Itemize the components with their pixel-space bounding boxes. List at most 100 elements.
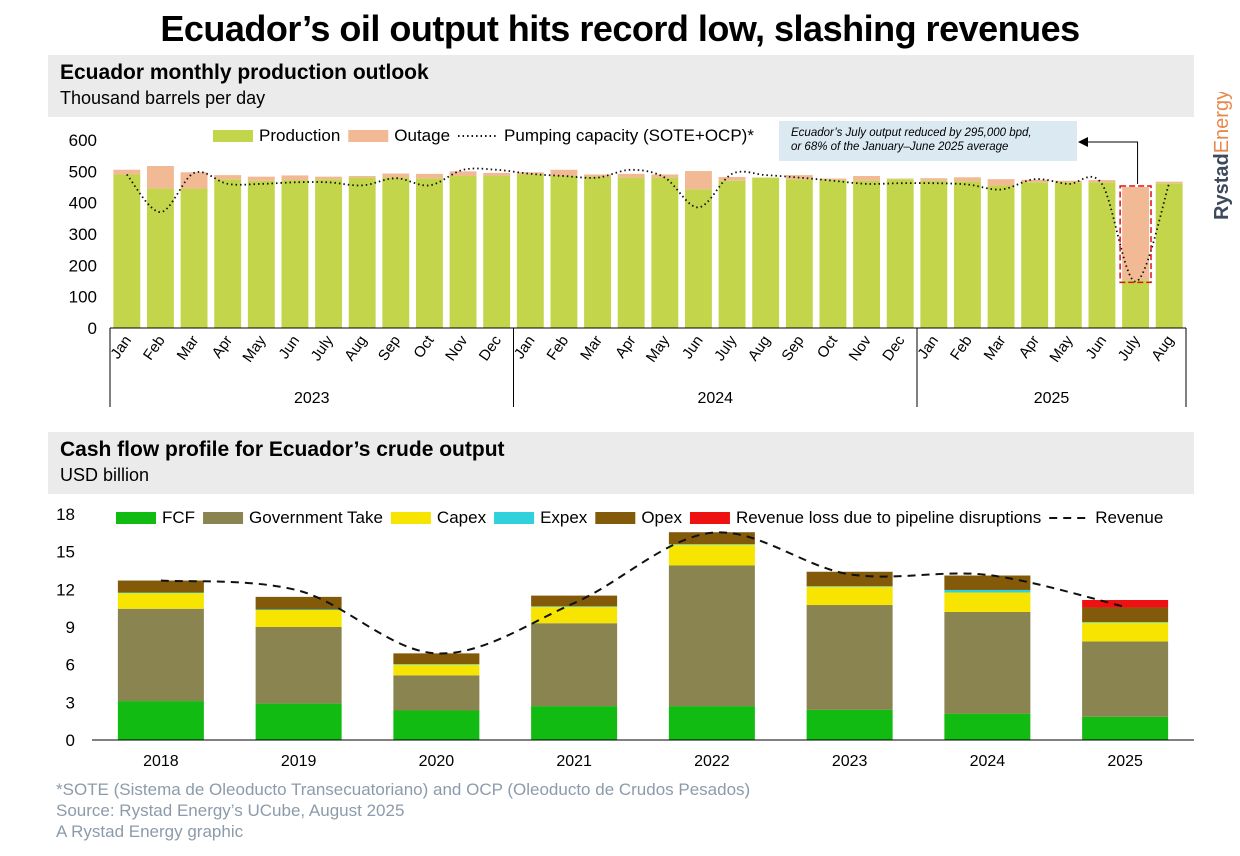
y-tick-label: 15	[56, 543, 75, 562]
bar-production	[1054, 182, 1082, 328]
bar-production	[180, 188, 208, 328]
x-tick-label: Feb	[543, 333, 572, 364]
x-tick-label: July	[308, 332, 338, 364]
legend-swatch-expex	[494, 512, 535, 524]
year-label: 2025	[1034, 390, 1070, 407]
y-tick-label: 9	[66, 618, 75, 637]
x-tick-label: Nov	[846, 332, 876, 364]
x-tick-label: Mar	[174, 333, 203, 364]
bar-production	[214, 179, 242, 328]
x-tick-label: Apr	[209, 333, 236, 362]
bar-outage	[886, 178, 914, 180]
x-tick-label: 2020	[419, 753, 455, 770]
bar-fcf	[668, 706, 755, 740]
legend-swatch-opex	[595, 512, 636, 524]
bar-production	[382, 177, 410, 328]
bar-outage	[449, 171, 477, 177]
cashflow-chart-subtitle: USD billion	[60, 465, 150, 485]
legend-label-outage: Outage	[394, 126, 450, 145]
bar-production	[1088, 182, 1116, 328]
legend-label-capex: Capex	[437, 508, 487, 527]
bar-capex	[117, 593, 204, 609]
revenue-line	[160, 531, 1126, 655]
footnotes: *SOTE (Sistema de Oleoducto Transecuator…	[56, 779, 750, 842]
bar-production	[987, 185, 1015, 328]
y-tick-label: 3	[66, 693, 75, 712]
x-tick-label: Oct	[814, 332, 842, 362]
x-tick-label: Jan	[107, 333, 135, 363]
legend-swatch-production	[213, 130, 253, 142]
legend-label-government-take: Government Take	[249, 508, 383, 527]
bar-capex	[531, 606, 618, 624]
x-tick-label: 2021	[556, 753, 592, 770]
bar-production	[348, 177, 376, 328]
bar-production	[752, 177, 780, 328]
annotation-text: or 68% of the January–June 2025 average	[791, 141, 1008, 153]
legend-label-fcf: FCF	[162, 508, 195, 527]
bar-outage	[651, 174, 679, 178]
bar-outage	[348, 176, 376, 178]
x-tick-label: May	[643, 332, 673, 365]
main-title: Ecuador’s oil output hits record low, sl…	[160, 8, 1080, 49]
legend-swatch-revenue-loss-due-to-pipeline-disruptions	[689, 512, 730, 524]
x-tick-label: Jan	[511, 333, 539, 363]
x-tick-label: Jun	[275, 333, 303, 363]
bar-expex	[944, 589, 1031, 593]
bar-production	[953, 181, 981, 328]
x-tick-label: Feb	[947, 333, 976, 364]
bar-government-take	[1082, 641, 1169, 717]
bar-production	[449, 176, 477, 328]
brand-light-text: Energy	[1211, 92, 1233, 153]
bar-outage	[684, 171, 712, 190]
legend-label-pumping-capacity: Pumping capacity (SOTE+OCP)*	[504, 126, 754, 145]
x-tick-label: 2024	[970, 753, 1006, 770]
bar-government-take	[668, 565, 755, 707]
svg-text:RystadEnergy: RystadEnergy	[1211, 92, 1233, 220]
bar-outage	[819, 178, 847, 181]
bar-production	[651, 177, 679, 328]
bar-fcf	[117, 701, 204, 740]
footnote-credit: A Rystad Energy graphic	[56, 822, 244, 841]
footnote-source: Source: Rystad Energy’s UCube, August 20…	[56, 801, 405, 820]
bar-production	[886, 179, 914, 328]
cashflow-chart: 0 3 6 9 12 15 18 2018 2019 2020 2021 2022 2023 2024 20…	[56, 505, 1194, 770]
bar-fcf	[531, 706, 618, 740]
bar-capex	[806, 586, 893, 606]
annotation-arrow	[1087, 141, 1139, 184]
bar-production	[113, 174, 141, 328]
bar-expex	[531, 606, 618, 607]
x-tick-label: Aug	[341, 333, 370, 365]
bar-government-take	[393, 675, 480, 711]
bar-fcf	[255, 703, 342, 740]
bar-government-take	[255, 627, 342, 704]
bar-outage	[953, 177, 981, 182]
bar-outage	[113, 169, 141, 175]
bar-outage	[516, 172, 544, 175]
bar-capex	[668, 544, 755, 566]
x-tick-label: Apr	[1016, 333, 1043, 362]
x-tick-label: May	[239, 332, 269, 365]
bar-expex	[393, 664, 480, 665]
bar-fcf	[1082, 716, 1169, 740]
y-tick-label: 300	[69, 225, 97, 244]
bar-production	[550, 176, 578, 328]
year-label: 2023	[294, 390, 330, 407]
annotation-box	[779, 121, 1077, 161]
bar-fcf	[944, 713, 1031, 740]
bar-opex	[393, 653, 480, 665]
x-tick-label: 2023	[832, 753, 868, 770]
bar-production	[684, 189, 712, 328]
y-tick-label: 18	[56, 505, 75, 524]
y-tick-label: 0	[88, 319, 97, 338]
legend-swatch-outage	[348, 130, 389, 142]
x-tick-label: 2019	[281, 753, 317, 770]
cashflow-chart-title: Cash flow profile for Ecuador’s crude ou…	[60, 438, 505, 461]
y-tick-label: 100	[69, 288, 97, 307]
legend-label-revenue: Revenue	[1095, 508, 1163, 527]
bar-expex	[806, 586, 893, 587]
x-tick-label: July	[1115, 332, 1145, 364]
bar-production	[785, 179, 813, 328]
bar-outage	[1155, 181, 1183, 184]
bar-fcf	[393, 710, 480, 740]
bar-production	[146, 188, 174, 328]
